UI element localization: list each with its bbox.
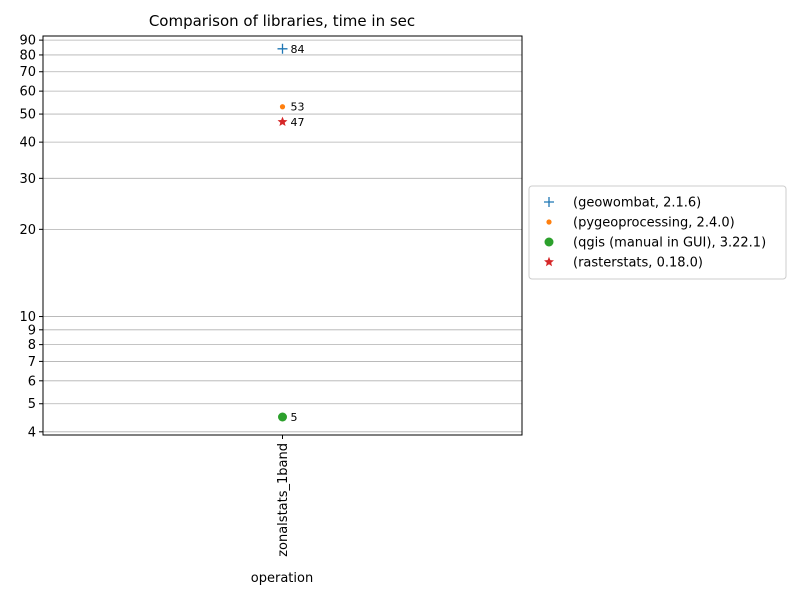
plot-area-frame (42, 35, 523, 436)
data-points (277, 43, 288, 422)
y-tick-label: 10 (19, 310, 36, 325)
data-point (277, 116, 288, 127)
x-axis-ticks: zonalstats_1band (276, 435, 291, 557)
data-point (279, 104, 286, 110)
legend-marker (544, 197, 554, 207)
data-label: 47 (291, 116, 305, 129)
x-tick-label: zonalstats_1band (276, 443, 291, 557)
y-tick-label: 60 (19, 85, 36, 100)
y-tick-label: 7 (28, 355, 36, 370)
y-tick-label: 9 (28, 323, 36, 338)
y-tick-label: 4 (28, 425, 36, 440)
y-tick-label: 6 (28, 374, 36, 389)
data-point (277, 43, 288, 54)
y-tick-label: 90 (19, 34, 36, 49)
y-tick-label: 40 (19, 136, 36, 151)
legend-entry: (geowombat, 2.1.6) (544, 196, 701, 211)
x-axis-label: operation (251, 571, 313, 586)
y-tick-label: 20 (19, 223, 36, 238)
legend-marker (544, 256, 554, 267)
data-label: 53 (291, 101, 305, 114)
legend-entry: (pygeoprocessing, 2.4.0) (546, 216, 735, 231)
legend-label: (qgis (manual in GUI), 3.22.1) (573, 236, 766, 251)
y-tick-label: 8 (28, 338, 36, 353)
legend-marker (544, 237, 554, 247)
data-label: 5 (291, 411, 298, 424)
legend-entry: (qgis (manual in GUI), 3.22.1) (544, 236, 766, 251)
y-tick-label: 70 (19, 65, 36, 80)
y-tick-label: 80 (19, 48, 36, 63)
data-labels: 84 53 5 47 (291, 43, 305, 424)
chart-title: Comparison of libraries, time in sec (149, 12, 415, 30)
legend-label: (pygeoprocessing, 2.4.0) (573, 216, 735, 231)
y-tick-label: 30 (19, 172, 36, 187)
legend: (geowombat, 2.1.6) (pygeoprocessing, 2.4.… (528, 185, 787, 280)
y-tick-label: 5 (28, 397, 36, 412)
data-point (278, 412, 287, 422)
legend-label: (geowombat, 2.1.6) (573, 196, 701, 211)
y-gridlines (43, 39, 522, 433)
legend-box (528, 185, 787, 280)
legend-marker (546, 219, 552, 225)
legend-label: (rasterstats, 0.18.0) (573, 256, 703, 271)
y-tick-label: 50 (19, 108, 36, 123)
legend-entry: (rasterstats, 0.18.0) (544, 256, 703, 271)
data-label: 84 (291, 43, 305, 56)
